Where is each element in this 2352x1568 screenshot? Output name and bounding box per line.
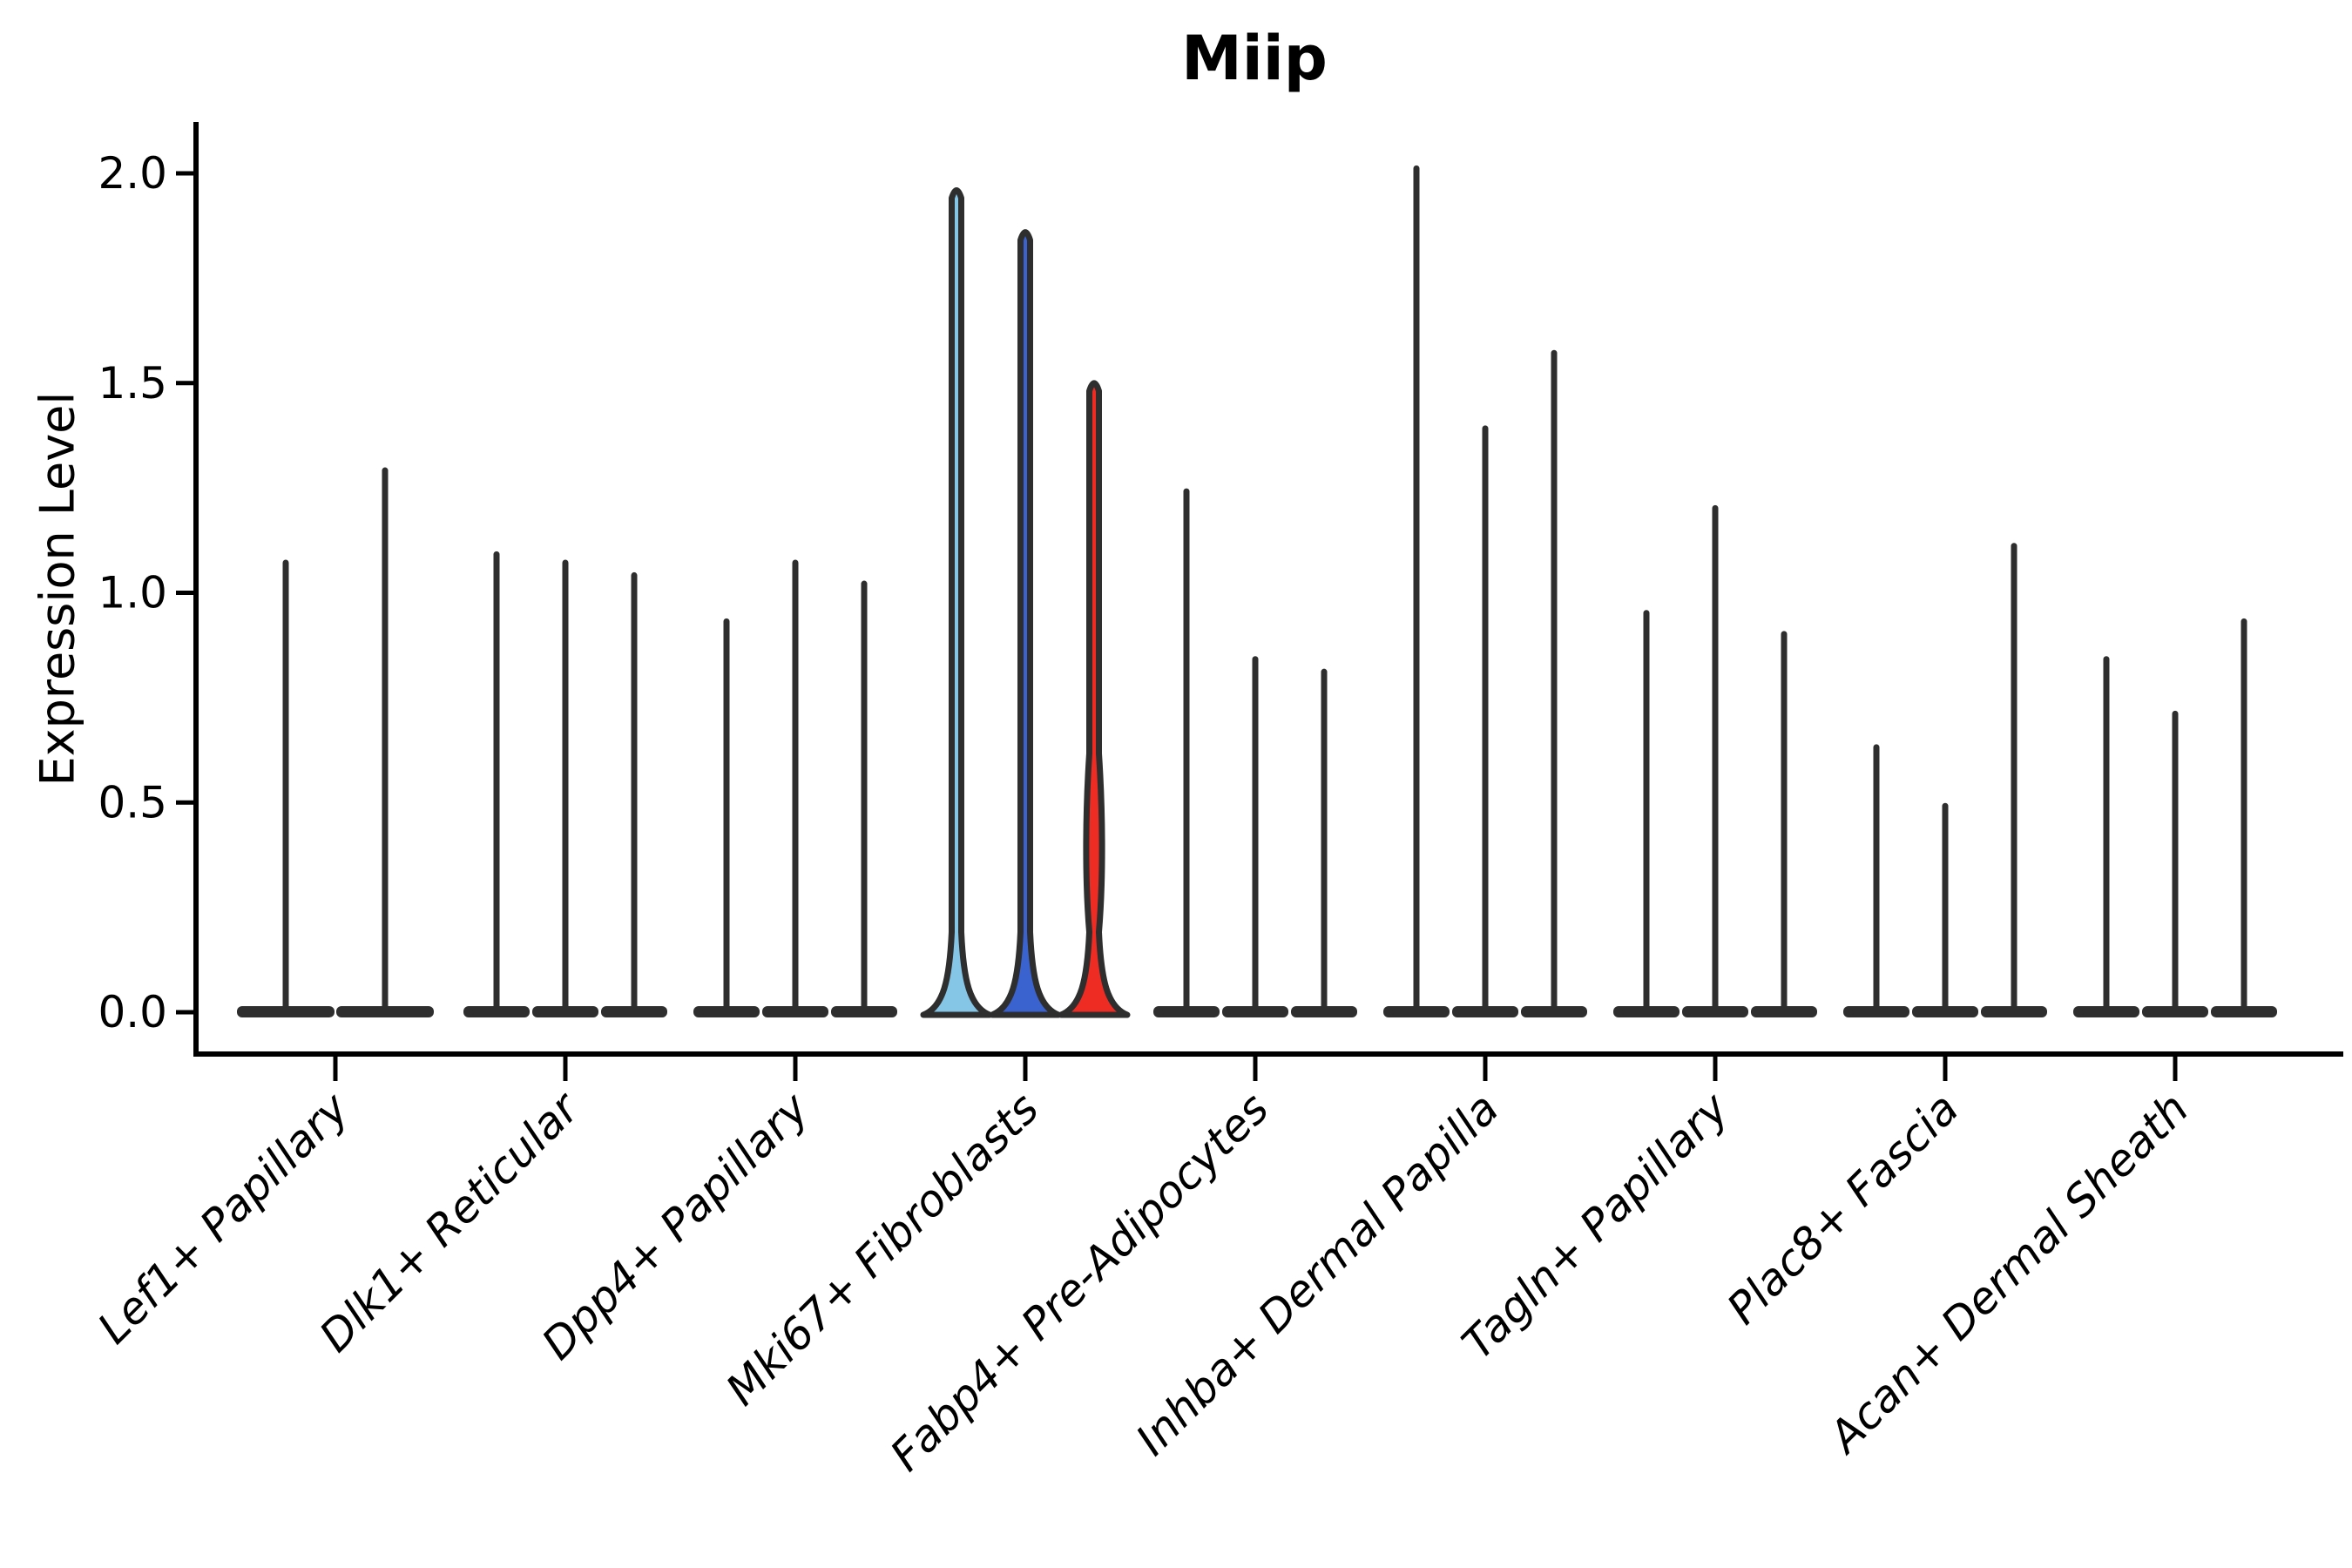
y-tick-label: 0.5 [98, 777, 167, 828]
x-tick-label: Lef1+ Papillary [88, 1082, 359, 1353]
chart-title: Miip [1181, 23, 1328, 94]
violin-highlighted [920, 186, 993, 1018]
y-tick-label: 1.5 [98, 358, 167, 409]
x-tick-label: Plac8+ Fascia [1718, 1083, 1969, 1334]
x-tick-label: Inhba+ Dermal Papilla [1126, 1083, 1508, 1464]
y-tick-label: 1.0 [98, 568, 167, 618]
y-tick-label: 2.0 [98, 148, 167, 199]
violin-highlighted [989, 229, 1062, 1018]
violin-highlighted [1058, 380, 1131, 1018]
x-tick-label: Fabp4+ Pre-Adipocytes [881, 1083, 1279, 1481]
y-tick-label: 0.0 [98, 987, 167, 1037]
